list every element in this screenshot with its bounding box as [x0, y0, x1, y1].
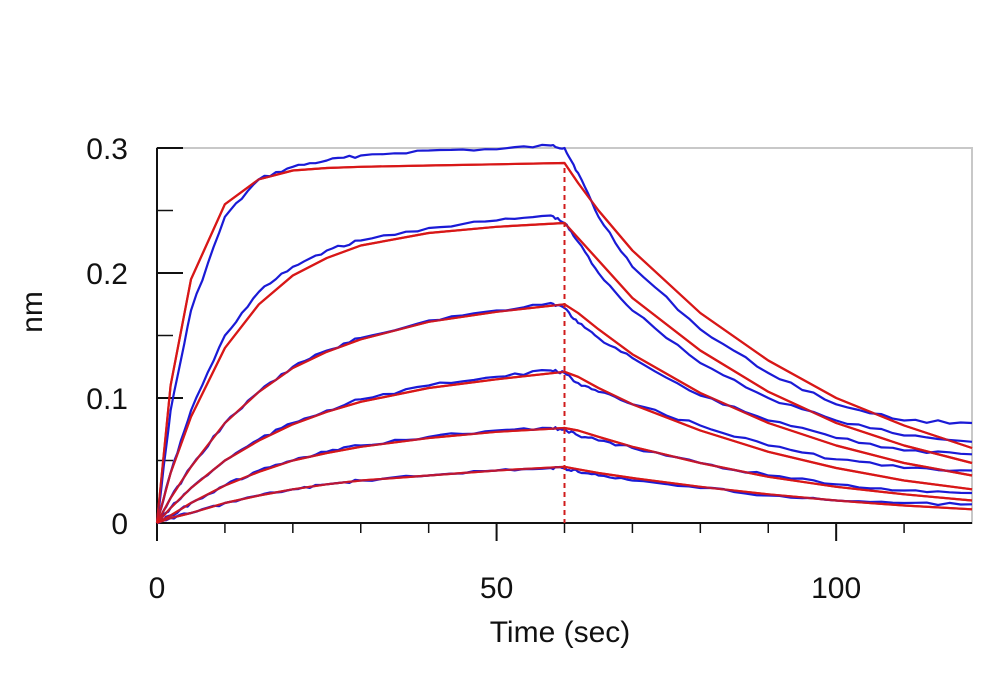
- y-axis-title: nm: [16, 291, 49, 333]
- measured-curve: [155, 214, 973, 524]
- measured-curve: [155, 143, 973, 524]
- fit-curve-overlay: [156, 303, 973, 524]
- y-tick-label: 0: [111, 508, 128, 541]
- x-tick-labels: 0 50 100: [149, 572, 862, 605]
- x-axis-title: Time (sec): [490, 616, 631, 649]
- x-tick-label: 50: [480, 572, 513, 605]
- x-tick-label: 0: [149, 572, 166, 605]
- y-tick-label: 0.1: [86, 383, 128, 416]
- y-tick-label: 0.3: [86, 133, 128, 166]
- x-tick-label: 100: [811, 572, 861, 605]
- measured-curve: [156, 426, 973, 525]
- minor-ticks: [157, 209, 905, 533]
- y-tick-labels: 0 0.1 0.2 0.3: [86, 133, 128, 541]
- fit-curve-overlay: [156, 426, 973, 524]
- fit-curve-overlay: [155, 221, 973, 524]
- fit-curve-overlay: [156, 370, 973, 524]
- series-layer: [155, 143, 973, 525]
- y-tick-label: 0.2: [86, 258, 128, 291]
- major-ticks: [156, 147, 838, 541]
- fit-curve-overlay: [156, 465, 973, 525]
- measured-curve: [156, 368, 973, 524]
- fit-curve-overlay: [155, 161, 973, 524]
